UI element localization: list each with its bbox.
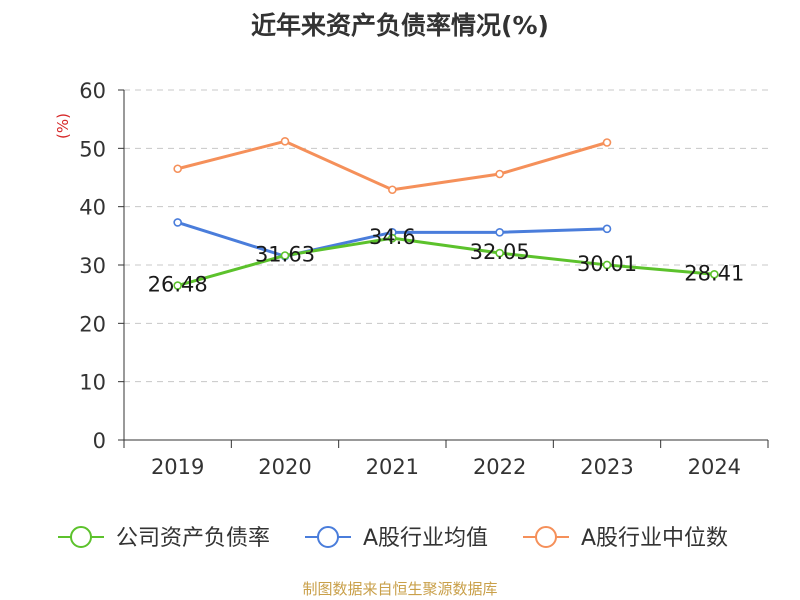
y-tick-label: 10 [79,371,106,395]
legend: 公司资产负债率 A股行业均值 A股行业中位数 [58,526,728,551]
x-tick-label: 2022 [473,455,526,479]
data-labels: 26.48 31.63 34.6 32.05 30.01 28.41 [148,225,745,296]
data-point [602,260,612,270]
data-point [495,169,504,179]
legend-label: 公司资产负债率 [116,526,270,551]
data-label: 28.41 [684,261,744,285]
x-tick-label: 2024 [688,455,741,479]
series-lines [173,137,719,290]
data-point [495,248,504,258]
y-tick-label: 50 [79,137,106,161]
data-point [602,224,612,234]
data-point [602,138,612,147]
y-tick-label: 40 [79,196,106,220]
legend-marker [317,526,339,548]
y-tick-label: 60 [79,79,106,103]
series-line-0 [177,236,715,287]
data-point [173,281,182,290]
y-tick-label: 20 [79,312,106,336]
legend-marker [535,526,557,548]
data-point [495,228,504,237]
chart-title: 近年来资产负债率情况(%) [251,11,549,40]
legend-label: A股行业中位数 [581,526,728,551]
y-tick-label: 30 [79,254,106,278]
x-tick-label: 2020 [258,455,311,479]
data-point [280,251,290,260]
legend-item: 公司资产负债率 [58,526,270,551]
data-label: 32.05 [470,240,530,264]
data-point [280,137,290,146]
data-point [388,233,397,243]
data-point [710,269,719,279]
source-note: 制图数据来自恒生聚源数据库 [302,580,498,598]
y-tick-label: 0 [93,429,106,453]
y-axis-label: (%) [54,113,72,139]
axes: 0 10 20 30 40 50 60 2019 2020 2021 2022 2023 2024 (%) [54,79,769,479]
data-point [173,164,182,174]
legend-label: A股行业均值 [363,526,488,551]
data-point [388,185,397,195]
x-tick-label: 2021 [366,455,419,479]
data-point [173,218,182,227]
data-label: 34.6 [369,225,416,249]
data-label: 31.63 [255,242,315,266]
x-tick-label: 2023 [580,455,633,479]
legend-marker [70,526,92,548]
grid-lines [124,89,768,383]
legend-item: A股行业均值 [305,526,488,551]
data-label: 30.01 [577,252,637,276]
x-tick-label: 2019 [151,455,204,479]
data-label: 26.48 [148,273,208,297]
legend-item: A股行业中位数 [523,526,728,551]
